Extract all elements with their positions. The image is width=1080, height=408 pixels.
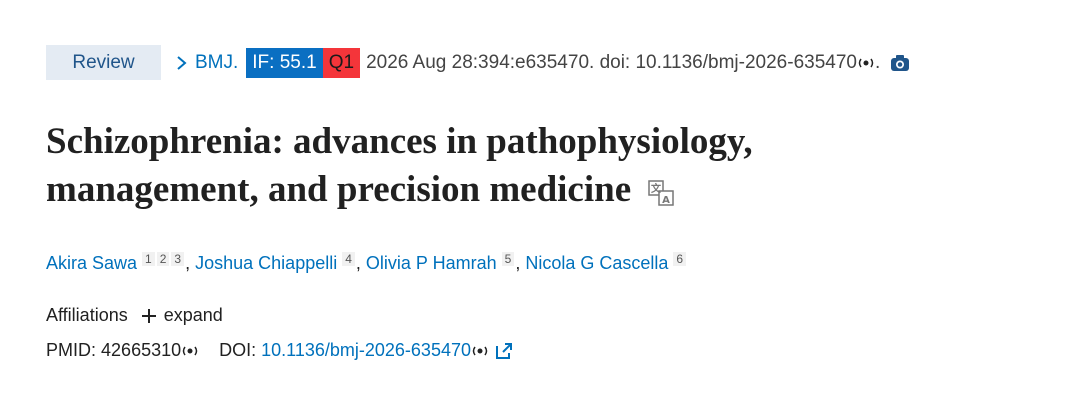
camera-icon[interactable] <box>890 54 910 72</box>
pmid-label: PMID: <box>46 340 97 360</box>
author-separator: , <box>185 253 191 273</box>
affiliations-label: Affiliations <box>46 305 128 325</box>
citation-end: . <box>874 51 881 73</box>
expand-button[interactable]: expand <box>163 305 223 325</box>
citation-row: Review BMJ. IF: 55.1 Q1 2026 Aug 28:394:… <box>46 45 910 80</box>
title-line: Schizophrenia: advances in pathophysiolo… <box>46 121 753 162</box>
author-name[interactable]: Olivia P Hamrah <box>365 253 497 273</box>
broadcast-icon <box>472 346 488 355</box>
external-link-icon[interactable] <box>495 342 513 360</box>
svg-text:文: 文 <box>651 182 662 195</box>
doi-link[interactable]: 10.1136/bmj-2026-635470 <box>261 340 471 360</box>
author-separator: , <box>355 253 361 273</box>
pmid: 42665310 <box>101 340 182 360</box>
author-name[interactable]: Joshua Chiappelli <box>195 253 338 273</box>
author-separator: , <box>515 253 521 273</box>
author-list: Akira Sawa 1 2 3, Joshua Chiappelli 4, Olivia … <box>46 252 687 275</box>
title-text: management, and precision medicine <box>46 169 632 210</box>
author-name[interactable]: Nicola G Cascella <box>525 253 669 273</box>
affiliation-ref[interactable]: 4 <box>342 252 355 266</box>
author-name[interactable]: Akira Sawa <box>46 253 138 273</box>
affiliations-row: Affiliations expand <box>46 305 223 326</box>
broadcast-icon <box>182 346 198 355</box>
citation-details: 2026 Aug 28:394:e635470. doi: 10.1136/bm… <box>366 51 857 73</box>
affiliation-ref[interactable]: 5 <box>501 252 515 266</box>
affiliation-ref[interactable]: 3 <box>171 252 185 266</box>
impact-factor: IF: 55.1 <box>246 47 323 78</box>
affiliation-ref[interactable]: 6 <box>673 252 687 266</box>
article-type: Review <box>46 45 161 80</box>
journal-link[interactable]: BMJ. <box>195 51 239 73</box>
doi-label: DOI: <box>219 340 257 360</box>
affiliation-refs: 4 <box>341 252 356 275</box>
plus-icon[interactable] <box>140 307 158 325</box>
affiliation-refs: 6 <box>672 252 687 275</box>
chevron-icon <box>177 55 187 70</box>
article-title: Schizophrenia: advances in pathophysiolo… <box>46 118 753 214</box>
svg-text:A: A <box>663 195 671 206</box>
affiliation-refs: 5 <box>501 252 516 275</box>
affiliation-ref[interactable]: 1 <box>142 252 155 266</box>
identifiers-row: PMID: 42665310 DOI: 10.1136/bmj-2026-635… <box>46 340 513 361</box>
affiliation-ref[interactable]: 2 <box>156 252 170 266</box>
quartile: Q1 <box>322 47 361 78</box>
translate-icon[interactable]: 文A <box>648 179 675 206</box>
broadcast-icon <box>858 58 874 67</box>
